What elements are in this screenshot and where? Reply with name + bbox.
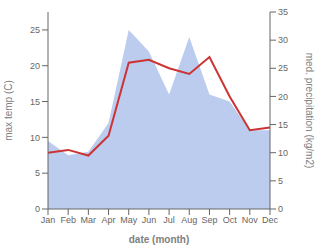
svg-text:Nov: Nov bbox=[242, 215, 259, 225]
svg-text:15: 15 bbox=[30, 97, 40, 107]
svg-text:Sep: Sep bbox=[201, 215, 217, 225]
svg-text:5: 5 bbox=[278, 176, 283, 186]
svg-text:10: 10 bbox=[30, 133, 40, 143]
svg-text:Feb: Feb bbox=[60, 215, 76, 225]
svg-text:Jan: Jan bbox=[41, 215, 56, 225]
svg-text:0: 0 bbox=[35, 204, 40, 214]
svg-text:Jul: Jul bbox=[163, 215, 175, 225]
svg-text:10: 10 bbox=[278, 148, 288, 158]
svg-text:25: 25 bbox=[30, 25, 40, 35]
svg-text:5: 5 bbox=[35, 168, 40, 178]
svg-text:date (month): date (month) bbox=[129, 234, 190, 245]
svg-text:20: 20 bbox=[30, 61, 40, 71]
svg-text:Oct: Oct bbox=[223, 215, 238, 225]
svg-text:15: 15 bbox=[278, 120, 288, 130]
svg-text:max temp (C): max temp (C) bbox=[8, 80, 14, 141]
svg-text:Jun: Jun bbox=[142, 215, 157, 225]
svg-text:med. precipitation (kg/m2): med. precipitation (kg/m2) bbox=[304, 53, 310, 169]
svg-text:0: 0 bbox=[278, 204, 283, 214]
svg-text:30: 30 bbox=[278, 35, 288, 45]
svg-text:Mar: Mar bbox=[81, 215, 97, 225]
svg-text:35: 35 bbox=[278, 7, 288, 17]
svg-text:20: 20 bbox=[278, 92, 288, 102]
svg-text:May: May bbox=[120, 215, 138, 225]
svg-text:Dec: Dec bbox=[262, 215, 279, 225]
svg-text:25: 25 bbox=[278, 63, 288, 73]
svg-text:Aug: Aug bbox=[181, 215, 197, 225]
svg-text:Apr: Apr bbox=[102, 215, 116, 225]
